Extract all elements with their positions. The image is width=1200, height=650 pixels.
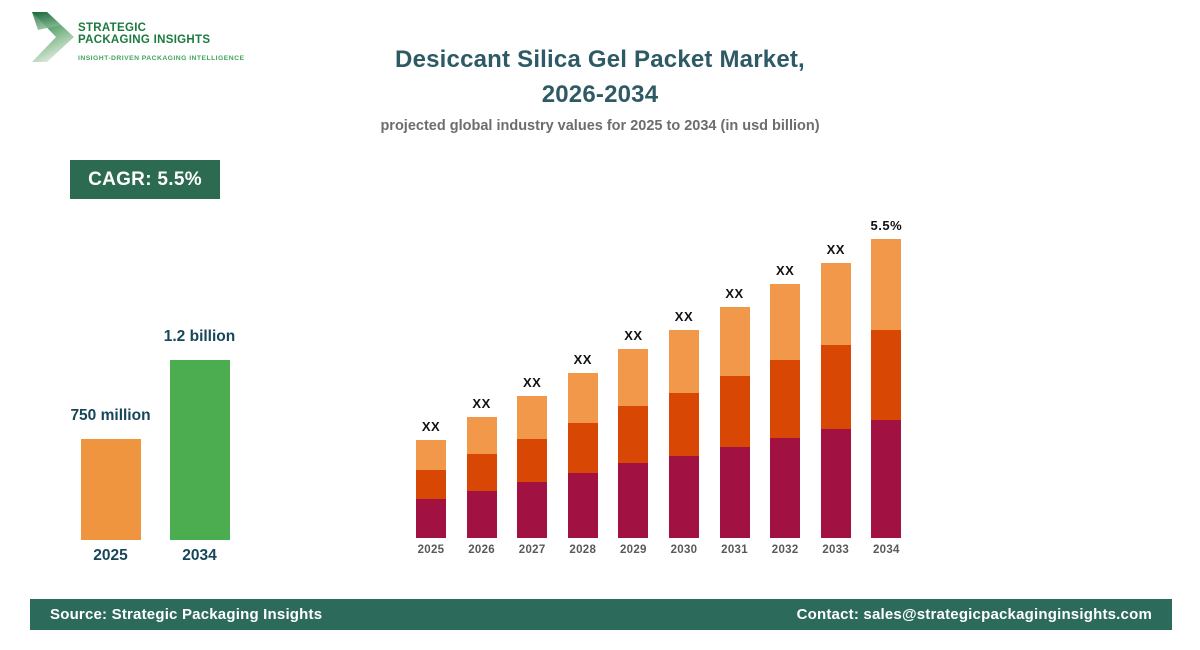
bar-segment-segment-bottom [416,499,446,538]
stacked-bar-2026 [466,417,497,538]
footer-source: Source: Strategic Packaging Insights [50,606,323,623]
x-axis-year-label: 2028 [569,544,597,556]
logo-tagline: INSIGHT-DRIVEN PACKAGING INTELLIGENCE [78,55,245,62]
bar-segment-segment-top [719,307,750,376]
page-title-line1: Desiccant Silica Gel Packet Market, [395,46,805,73]
stacked-bar-column-2030: XX 2030 [668,309,699,564]
bar-segment-segment-middle [770,360,801,438]
bar-segment-segment-middle [466,454,497,491]
stacked-bar-column-2028: XX 2028 [567,352,598,564]
bar-segment-segment-middle [416,470,446,499]
bar-segment-segment-bottom [770,438,801,538]
x-axis-year-label: 2029 [619,544,647,556]
logo-line2: PACKAGING INSIGHTS [78,34,211,46]
bar-segment-segment-top [517,396,548,439]
stacked-bar-column-2032: XX 2032 [770,263,801,564]
title-block: Desiccant Silica Gel Packet Market, 2026… [250,46,950,134]
bar-segment-segment-top [416,440,446,470]
stacked-bar-2032 [770,284,801,538]
x-axis-year-label: 2033 [822,544,850,556]
bar-segment-segment-bottom [517,482,548,538]
bar-top-label: XX [725,286,744,301]
bar-segment-segment-bottom [719,447,750,538]
stacked-bar-column-2033: XX 2033 [820,242,851,564]
stacked-bar-2034 [871,239,902,538]
x-axis-year-label: 2031 [721,544,748,556]
stacked-bar-2031 [719,307,750,538]
summary-year-label: 2034 [182,547,217,564]
bar-top-label: XX [674,309,694,324]
bar-segment-segment-middle [517,439,548,482]
bar-segment-segment-top [567,373,598,423]
bar-top-label: 5.5% [870,218,903,233]
logo-line1: STRATEGIC [78,22,147,34]
bar-segment-segment-middle [719,376,750,447]
summary-chart: 750 million 2025 1.2 billion 2034 [66,322,244,564]
bar-segment-segment-bottom [668,456,699,538]
bar-segment-segment-bottom [466,491,497,538]
bar-segment-segment-middle [567,423,598,473]
bar-segment-segment-top [820,263,851,345]
bar-segment-segment-bottom [820,429,851,538]
stacked-bar-column-2034: 5.5% 2034 [870,218,903,564]
page-subtitle: projected global industry values for 202… [380,118,820,134]
bar-segment-segment-middle [618,406,649,463]
bar-segment-segment-bottom [567,473,598,538]
bar-segment-segment-middle [871,330,902,420]
logo-chevron-icon [32,12,74,62]
bar-segment-segment-bottom [871,420,902,538]
bar-segment-segment-top [871,239,902,330]
summary-bar-2025 [80,439,141,540]
cagr-badge: CAGR: 5.5% [70,160,220,199]
bar-top-label: XX [775,263,795,278]
x-axis-year-label: 2027 [518,544,546,556]
logo-text: STRATEGIC PACKAGING INSIGHTS INSIGHT-DRI… [78,10,244,64]
bar-top-label: XX [624,328,643,343]
stacked-bar-column-2029: XX 2029 [618,328,649,564]
summary-year-label: 2025 [93,547,128,564]
bar-segment-segment-top [618,349,649,406]
footer-contact: Contact: sales@strategicpackaginginsight… [796,606,1152,623]
stacked-bar-2027 [517,396,548,538]
stacked-bar-column-2026: XX 2026 [466,396,497,564]
stacked-bar-column-2025: XX 2025 [416,419,446,564]
stacked-bar-2025 [416,440,446,538]
bar-top-label: XX [826,242,845,257]
bar-segment-segment-top [668,330,699,393]
summary-bar-column-2025: 750 million 2025 [66,407,155,564]
x-axis-year-label: 2034 [872,544,900,556]
stacked-bar-2028 [567,373,598,538]
summary-value-label: 750 million [70,407,151,424]
stacked-bar-2033 [820,263,851,538]
stacked-bar-column-2027: XX 2027 [517,375,548,564]
stacked-bar-column-2031: XX 2031 [719,286,750,564]
bar-top-label: XX [523,375,542,390]
x-axis-year-label: 2026 [468,544,495,556]
x-axis-year-label: 2025 [417,544,445,556]
summary-bar-2034 [169,360,230,540]
page-title-line2: 2026-2034 [541,81,659,108]
x-axis-year-label: 2032 [771,544,799,556]
bar-segment-segment-middle [820,345,851,429]
x-axis-year-label: 2030 [670,544,698,556]
bar-top-label: XX [573,352,592,367]
stacked-bar-2030 [668,330,699,538]
bar-segment-segment-bottom [618,463,649,538]
summary-bar-column-2034: 1.2 billion 2034 [155,328,244,564]
bar-segment-segment-middle [668,393,699,456]
bar-segment-segment-top [466,417,497,454]
summary-value-label: 1.2 billion [163,328,236,345]
bar-top-label: XX [472,396,491,411]
bar-top-label: XX [421,419,441,434]
bar-segment-segment-top [770,284,801,360]
logo: STRATEGIC PACKAGING INSIGHTS INSIGHT-DRI… [30,10,244,64]
footer-bar: Source: Strategic Packaging Insights Con… [30,599,1172,630]
stacked-bar-chart: XX 2025 XX 2026 XX 2027 XX 2028 XX 2029 XX 2030 XX 20… [416,195,903,564]
stacked-bar-2029 [618,349,649,538]
